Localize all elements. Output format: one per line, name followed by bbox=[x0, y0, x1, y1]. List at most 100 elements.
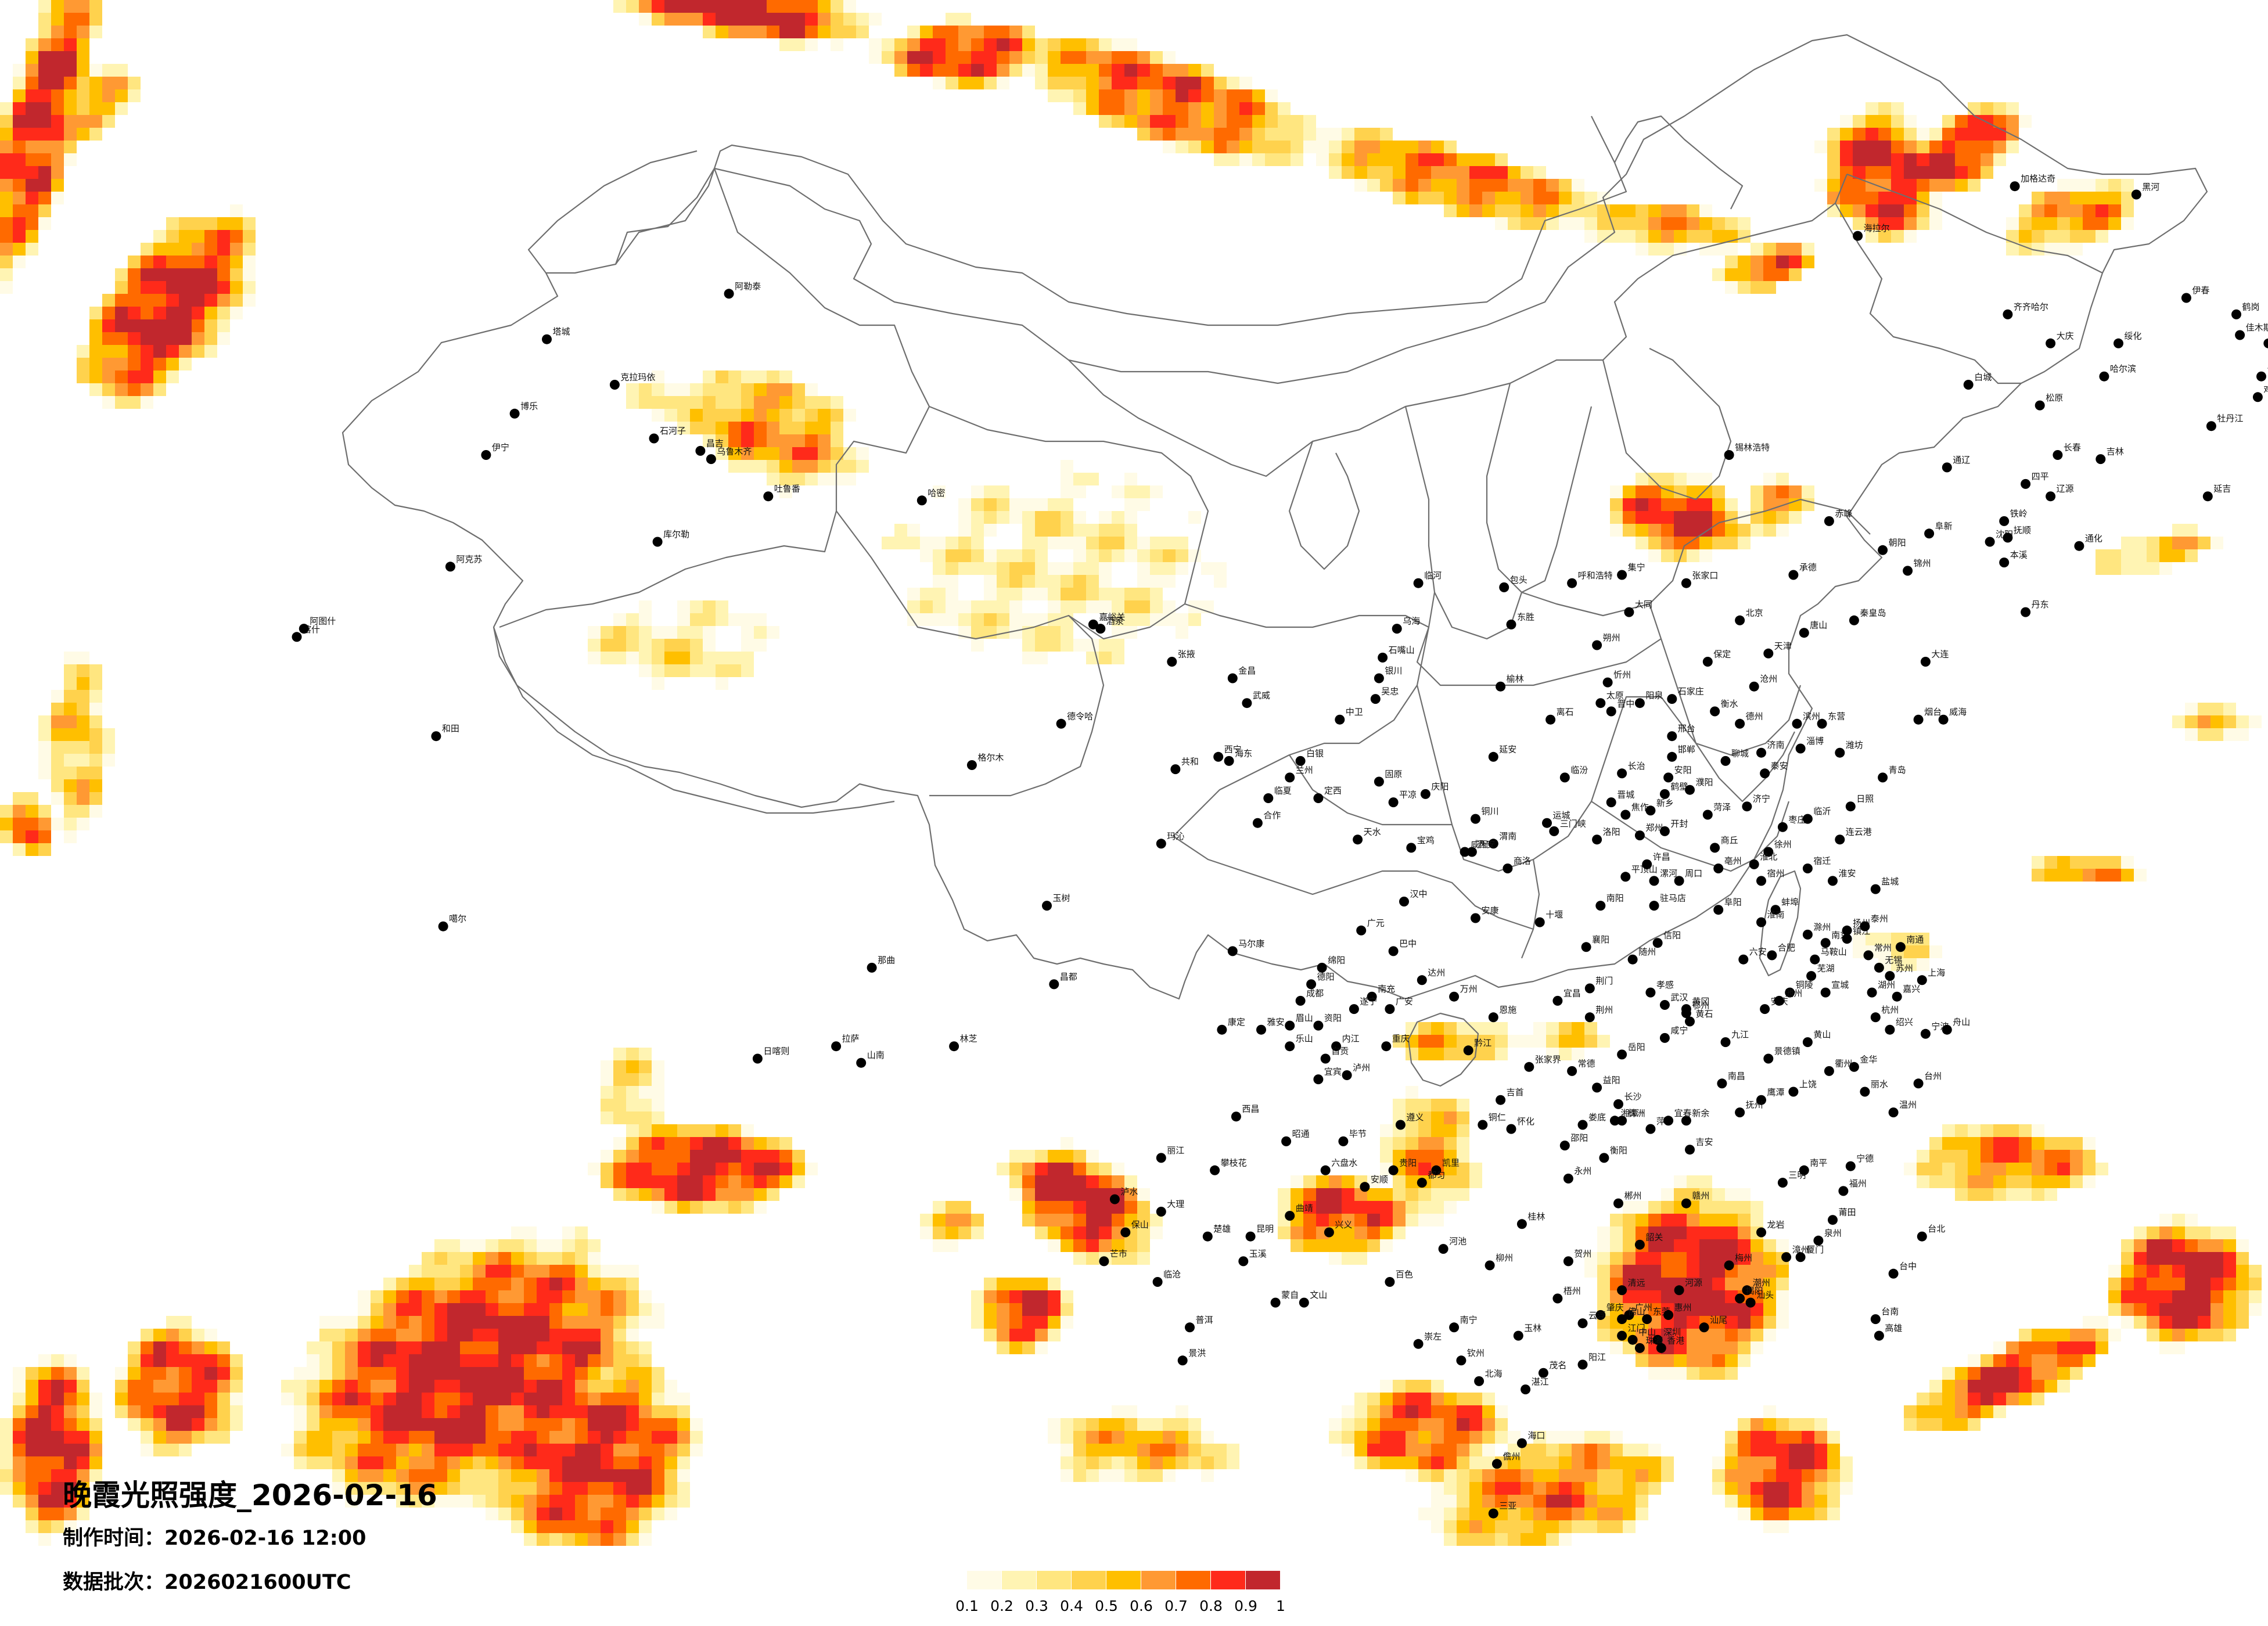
city-label: 台北 bbox=[1928, 1224, 1945, 1234]
border-india bbox=[493, 627, 895, 814]
city-marker bbox=[831, 1041, 842, 1052]
city-marker bbox=[1649, 901, 1659, 911]
city-label: 岳阳 bbox=[1628, 1042, 1645, 1052]
city-label: 汕头 bbox=[1756, 1290, 1774, 1300]
city-label: 遂宁 bbox=[1360, 997, 1377, 1007]
city-marker bbox=[1617, 1330, 1627, 1341]
city-marker bbox=[1820, 987, 1831, 998]
city-label: 淄博 bbox=[1806, 736, 1824, 746]
city-marker bbox=[1584, 1012, 1595, 1023]
city-marker bbox=[1378, 652, 1388, 663]
legend-swatch bbox=[967, 1571, 1002, 1589]
city-marker bbox=[1270, 1297, 1281, 1308]
city-label: 张家口 bbox=[1692, 570, 1718, 581]
border-shanxi bbox=[1486, 383, 1593, 593]
city-label: 金华 bbox=[1860, 1054, 1877, 1064]
city-label: 康定 bbox=[1228, 1017, 1245, 1027]
border-gansu-inner-mongolia bbox=[1068, 174, 1848, 477]
city-label: 铜仁 bbox=[1489, 1112, 1506, 1123]
city-label: 湘潭 bbox=[1620, 1108, 1638, 1118]
city-marker bbox=[481, 450, 491, 460]
city-marker bbox=[292, 632, 302, 642]
city-label: 钦州 bbox=[1467, 1348, 1485, 1358]
city-marker bbox=[1756, 876, 1766, 886]
city-marker bbox=[1627, 954, 1638, 965]
city-label: 新乡 bbox=[1656, 798, 1674, 808]
city-marker bbox=[1224, 756, 1234, 766]
city-label: 荆门 bbox=[1595, 976, 1613, 986]
city-marker bbox=[1463, 1045, 1473, 1056]
city-marker bbox=[1838, 1186, 1849, 1196]
city-label: 黄石 bbox=[1696, 1009, 1713, 1019]
city-label: 晋中 bbox=[1617, 699, 1634, 709]
city-marker bbox=[1802, 929, 1813, 940]
city-label: 南宁 bbox=[1460, 1315, 1478, 1325]
city-marker bbox=[1488, 751, 1498, 762]
city-label: 玛沁 bbox=[1167, 831, 1184, 841]
city-label: 格尔木 bbox=[977, 753, 1004, 763]
border-hunan-jiangxi bbox=[1416, 685, 1696, 872]
city-marker bbox=[1338, 1136, 1349, 1146]
city-marker bbox=[1802, 814, 1813, 824]
city-marker bbox=[1516, 1438, 1527, 1448]
legend-swatch bbox=[1037, 1571, 1072, 1589]
city-marker bbox=[1617, 570, 1627, 580]
city-label: 绵阳 bbox=[1328, 955, 1345, 965]
city-label: 本溪 bbox=[2010, 550, 2028, 560]
city-label: 丹东 bbox=[2032, 599, 2049, 610]
city-marker bbox=[1388, 946, 1399, 956]
city-label: 无锡 bbox=[1885, 955, 1902, 965]
city-label: 台南 bbox=[1881, 1307, 1899, 1317]
city-label: 中卫 bbox=[1346, 707, 1363, 717]
city-marker bbox=[2181, 293, 2191, 303]
city-label: 绍兴 bbox=[1896, 1017, 1913, 1027]
city-label: 临汾 bbox=[1570, 765, 1588, 775]
city-marker bbox=[509, 408, 520, 419]
legend-tick-label: 0.8 bbox=[1199, 1598, 1223, 1614]
city-marker bbox=[1802, 864, 1813, 873]
city-label: 达州 bbox=[1428, 967, 1445, 978]
city-label: 济南 bbox=[1767, 740, 1785, 750]
city-marker bbox=[867, 962, 877, 973]
city-label: 四平 bbox=[2032, 471, 2049, 481]
city-label: 石家庄 bbox=[1678, 686, 1704, 697]
city-marker bbox=[1542, 818, 1552, 828]
city-marker bbox=[1503, 864, 1513, 873]
city-marker bbox=[1824, 516, 1834, 526]
city-marker bbox=[1613, 1099, 1623, 1109]
city-label: 滁州 bbox=[1813, 922, 1831, 932]
city-label: 邢台 bbox=[1678, 724, 1695, 734]
city-label: 遵义 bbox=[1406, 1112, 1424, 1123]
border-henan-shandong bbox=[1521, 498, 1871, 617]
border-ningxia bbox=[1288, 441, 1360, 570]
city-label: 西安 bbox=[1478, 839, 1495, 850]
city-marker bbox=[1617, 1049, 1627, 1060]
city-label: 忻州 bbox=[1613, 670, 1631, 680]
city-marker bbox=[1356, 925, 1367, 936]
city-label: 兰州 bbox=[1296, 765, 1313, 775]
city-label: 鹰潭 bbox=[1767, 1087, 1785, 1098]
city-marker bbox=[1521, 1384, 1531, 1395]
city-marker bbox=[1681, 1008, 1691, 1019]
city-marker bbox=[1156, 1207, 1166, 1217]
city-label: 常州 bbox=[1874, 942, 1892, 953]
city-label: 银川 bbox=[1385, 665, 1402, 676]
city-label: 凯里 bbox=[1442, 1157, 1460, 1168]
city-marker bbox=[1088, 619, 1098, 629]
city-marker bbox=[2046, 338, 2056, 348]
city-marker bbox=[1595, 698, 1606, 708]
city-label: 芜湖 bbox=[1817, 963, 1835, 974]
city-marker bbox=[1828, 876, 1838, 886]
city-marker bbox=[1788, 570, 1799, 580]
city-label: 南平 bbox=[1810, 1157, 1827, 1168]
city-marker bbox=[752, 1053, 763, 1064]
border-yunnan-guangxi bbox=[1173, 836, 1534, 930]
city-marker bbox=[1563, 1174, 1573, 1183]
city-label: 库尔勒 bbox=[663, 529, 689, 539]
city-label: 平凉 bbox=[1399, 790, 1417, 800]
city-marker bbox=[1870, 884, 1881, 894]
city-label: 泉州 bbox=[1824, 1228, 1842, 1238]
city-marker bbox=[1788, 1087, 1799, 1097]
city-marker bbox=[2114, 338, 2123, 348]
